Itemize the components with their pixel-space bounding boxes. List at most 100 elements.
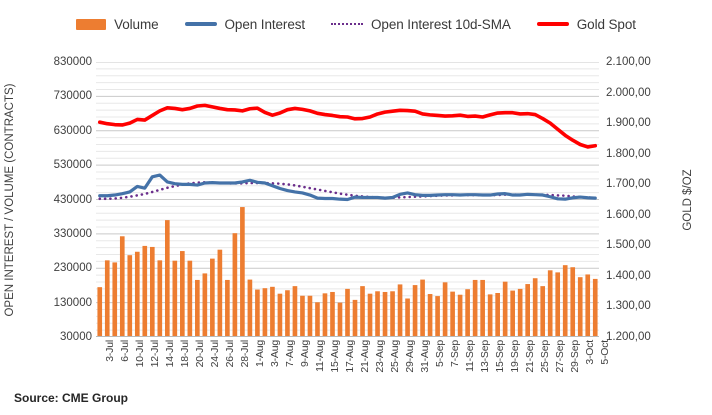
x-axis-tick-label: 15-Sep	[494, 340, 507, 373]
x-axis-tick-label: 11-Aug	[313, 340, 326, 372]
x-axis-tick-label: 5-Sep	[434, 340, 447, 368]
left-axis-tick-label: 630000	[53, 124, 92, 137]
x-axis-tick-label: 21-Aug	[359, 340, 371, 373]
left-axis-title-text: OPEN INTEREST / VOLUME (CONTRACTS)	[4, 82, 16, 317]
left-axis-tick-label: 730000	[53, 90, 92, 103]
x-axis-tick-labels: 3-Jul 6-Jul 10-Jul 12-Jul 14-Jul 18-Jul 20-Jul…	[96, 340, 611, 388]
right-axis-tick-label: 1.800,00	[606, 147, 651, 160]
volume-bars	[97, 207, 598, 337]
x-axis-tick-label: 20-Jul	[193, 340, 206, 368]
x-axis-tick-label: 19-Sep	[509, 340, 522, 373]
volume-bar	[420, 279, 425, 337]
x-axis-tick-label: 28-Jul	[238, 340, 251, 368]
volume-bar	[134, 251, 140, 337]
volume-bar	[142, 245, 148, 337]
right-axis-tick-label: 1.300,00	[606, 300, 651, 313]
volume-bar	[345, 288, 350, 337]
volume-bar	[262, 288, 268, 337]
legend-swatch-line-icon	[184, 22, 217, 26]
volume-bar	[435, 296, 440, 337]
volume-bar	[172, 260, 178, 337]
volume-bar	[352, 299, 358, 337]
volume-bar	[360, 286, 365, 337]
x-axis-tick-label: 15-Aug	[328, 340, 341, 373]
x-axis-tick-label: 14-Jul	[163, 340, 176, 368]
volume-bar	[270, 286, 275, 337]
left-axis-tick-label: 130000	[53, 296, 92, 309]
gridlines	[96, 62, 599, 337]
x-axis-tick-label: 29-Aug	[404, 340, 417, 373]
left-axis-title: OPEN INTEREST / VOLUME (CONTRACTS)	[0, 62, 20, 337]
left-axis-tick-label: 830000	[53, 56, 92, 68]
volume-bar	[277, 293, 283, 337]
volume-bar	[532, 278, 538, 337]
volume-bar	[149, 246, 155, 337]
volume-bar	[157, 260, 163, 337]
volume-bar	[525, 284, 530, 337]
volume-bar	[97, 287, 103, 337]
volume-bar	[517, 288, 523, 337]
volume-bar	[427, 294, 433, 337]
legend-item-open-interest[interactable]: Open Interest	[184, 17, 305, 32]
right-axis-title: GOLD $/OZ	[678, 110, 698, 290]
right-axis-tick-labels: 1.200,00 1.300,00 1.400,00 1.500,00 1.600,00…	[606, 56, 674, 343]
volume-bar	[285, 290, 290, 337]
volume-bar	[307, 295, 313, 337]
x-axis-tick-label: 27-Sep	[554, 340, 567, 373]
source-note: Source: CME Group	[14, 391, 129, 405]
volume-bar	[397, 284, 403, 337]
right-axis-tick-label: 1.400,00	[606, 269, 651, 282]
volume-bar	[315, 302, 320, 337]
volume-bar	[382, 291, 388, 337]
volume-bar	[472, 279, 478, 337]
volume-bar	[300, 295, 305, 337]
x-axis-tick-label: 13-Sep	[479, 340, 492, 373]
x-axis-tick-label: 18-Jul	[178, 340, 191, 368]
volume-bar	[112, 262, 118, 337]
volume-bar	[390, 291, 395, 337]
volume-bar	[540, 286, 546, 337]
volume-bar	[487, 294, 493, 337]
volume-bar	[502, 281, 508, 337]
volume-bar	[457, 294, 463, 337]
volume-bar	[255, 289, 260, 337]
legend-item-gold-spot[interactable]: Gold Spot	[536, 17, 636, 32]
volume-bar	[217, 249, 223, 337]
volume-bar	[450, 291, 455, 337]
x-axis-tick-label: 11-Sep	[464, 340, 477, 372]
x-axis-tick-label: 25-Aug	[389, 340, 402, 373]
right-axis-tick-label: 1.600,00	[606, 208, 651, 221]
legend-item-volume[interactable]: Volume	[76, 16, 159, 32]
right-axis-title-text: GOLD $/OZ	[682, 169, 694, 231]
volume-bar	[330, 291, 335, 337]
volume-bar	[164, 220, 170, 337]
legend-label: Volume	[114, 16, 159, 32]
volume-bar	[225, 279, 230, 337]
x-axis-tick-label: 7-Sep	[449, 340, 462, 368]
volume-bar	[465, 289, 470, 337]
volume-bar	[187, 260, 193, 337]
volume-bar	[119, 236, 125, 337]
volume-bar	[210, 258, 215, 337]
x-axis-tick-label: 31-Aug	[419, 340, 432, 373]
volume-bar	[577, 277, 583, 337]
volume-bar	[232, 233, 238, 337]
x-axis-tick-label: 23-Aug	[374, 340, 387, 373]
left-axis-tick-label: 530000	[53, 159, 92, 172]
legend-item-open-interest-10d-sma[interactable]: Open Interest 10d-SMA	[331, 17, 511, 32]
legend-label: Open Interest 10d-SMA	[371, 16, 511, 32]
x-axis-tick-label: 9-Aug	[298, 340, 311, 368]
x-axis-tick-label: 3-Oct	[584, 340, 597, 365]
volume-bar	[104, 260, 110, 337]
x-axis-tick-label: 21-Sep	[524, 340, 537, 373]
volume-bar	[337, 302, 343, 337]
right-axis-tick-label: 1.900,00	[606, 117, 651, 130]
x-axis-tick-label: 26-Jul	[223, 340, 236, 368]
x-axis-tick-label: 3-Jul	[103, 340, 116, 362]
volume-bar	[555, 272, 561, 337]
x-axis-tick-label: 29-Sep	[569, 340, 582, 373]
left-axis-tick-label: 430000	[53, 193, 92, 206]
x-axis-tick-label: 6-Jul	[118, 340, 131, 362]
volume-bar	[442, 282, 448, 337]
